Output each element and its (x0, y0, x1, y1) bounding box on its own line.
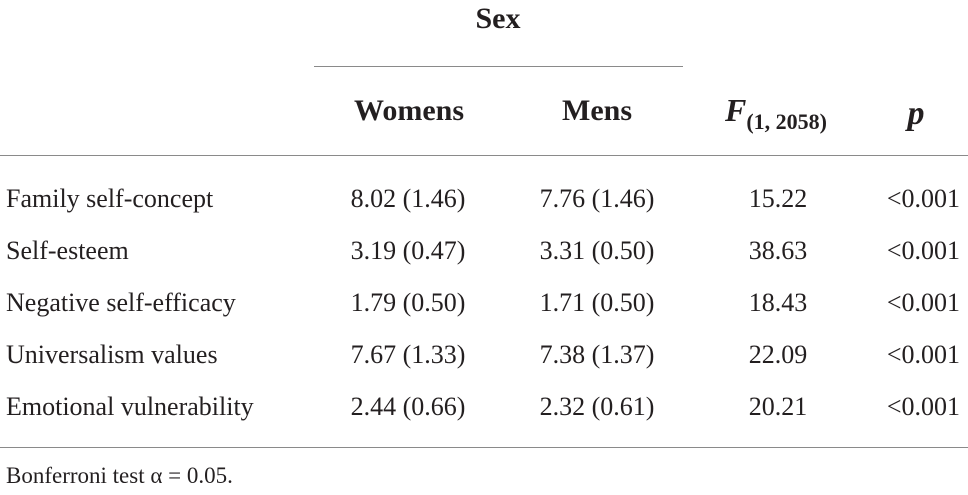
group-header-rule (314, 66, 683, 67)
cell-p: <0.001 (886, 340, 960, 369)
cell-f: 22.09 (748, 340, 808, 369)
cell-women: 7.67 (1.33) (350, 340, 466, 369)
cell-men: 2.32 (0.61) (539, 392, 655, 421)
row-label: Self-esteem (6, 236, 129, 265)
row-label: Negative self-efficacy (6, 288, 236, 317)
cell-men: 3.31 (0.50) (539, 236, 655, 265)
cell-p: <0.001 (886, 236, 960, 265)
cell-f: 38.63 (748, 236, 808, 265)
f-symbol: F (725, 92, 747, 128)
cell-women: 2.44 (0.66) (350, 392, 466, 421)
footer-rule (0, 447, 968, 448)
cell-f: 20.21 (748, 392, 808, 421)
cell-p: <0.001 (886, 184, 960, 213)
cell-women: 1.79 (0.50) (350, 288, 466, 317)
cell-men: 1.71 (0.50) (539, 288, 655, 317)
column-header-women: Womens (353, 94, 465, 127)
column-header-p: p (907, 95, 925, 132)
row-label: Emotional vulnerability (6, 392, 254, 421)
cell-men: 7.76 (1.46) (539, 184, 655, 213)
cell-p: <0.001 (886, 288, 960, 317)
column-header-men: Mens (562, 94, 632, 127)
cell-women: 8.02 (1.46) (350, 184, 466, 213)
cell-f: 18.43 (748, 288, 808, 317)
column-header-f-statistic: F(1, 2058) (725, 92, 827, 135)
group-header-sex: Sex (475, 2, 521, 35)
cell-f: 15.22 (748, 184, 808, 213)
row-label: Universalism values (6, 340, 218, 369)
cell-p: <0.001 (886, 392, 960, 421)
cell-women: 3.19 (0.47) (350, 236, 466, 265)
cell-men: 7.38 (1.37) (539, 340, 655, 369)
f-degrees-of-freedom: (1, 2058) (746, 109, 827, 134)
header-rule (0, 155, 968, 156)
row-label: Family self-concept (6, 184, 214, 213)
table-footnote: Bonferroni test α = 0.05. (6, 463, 233, 488)
